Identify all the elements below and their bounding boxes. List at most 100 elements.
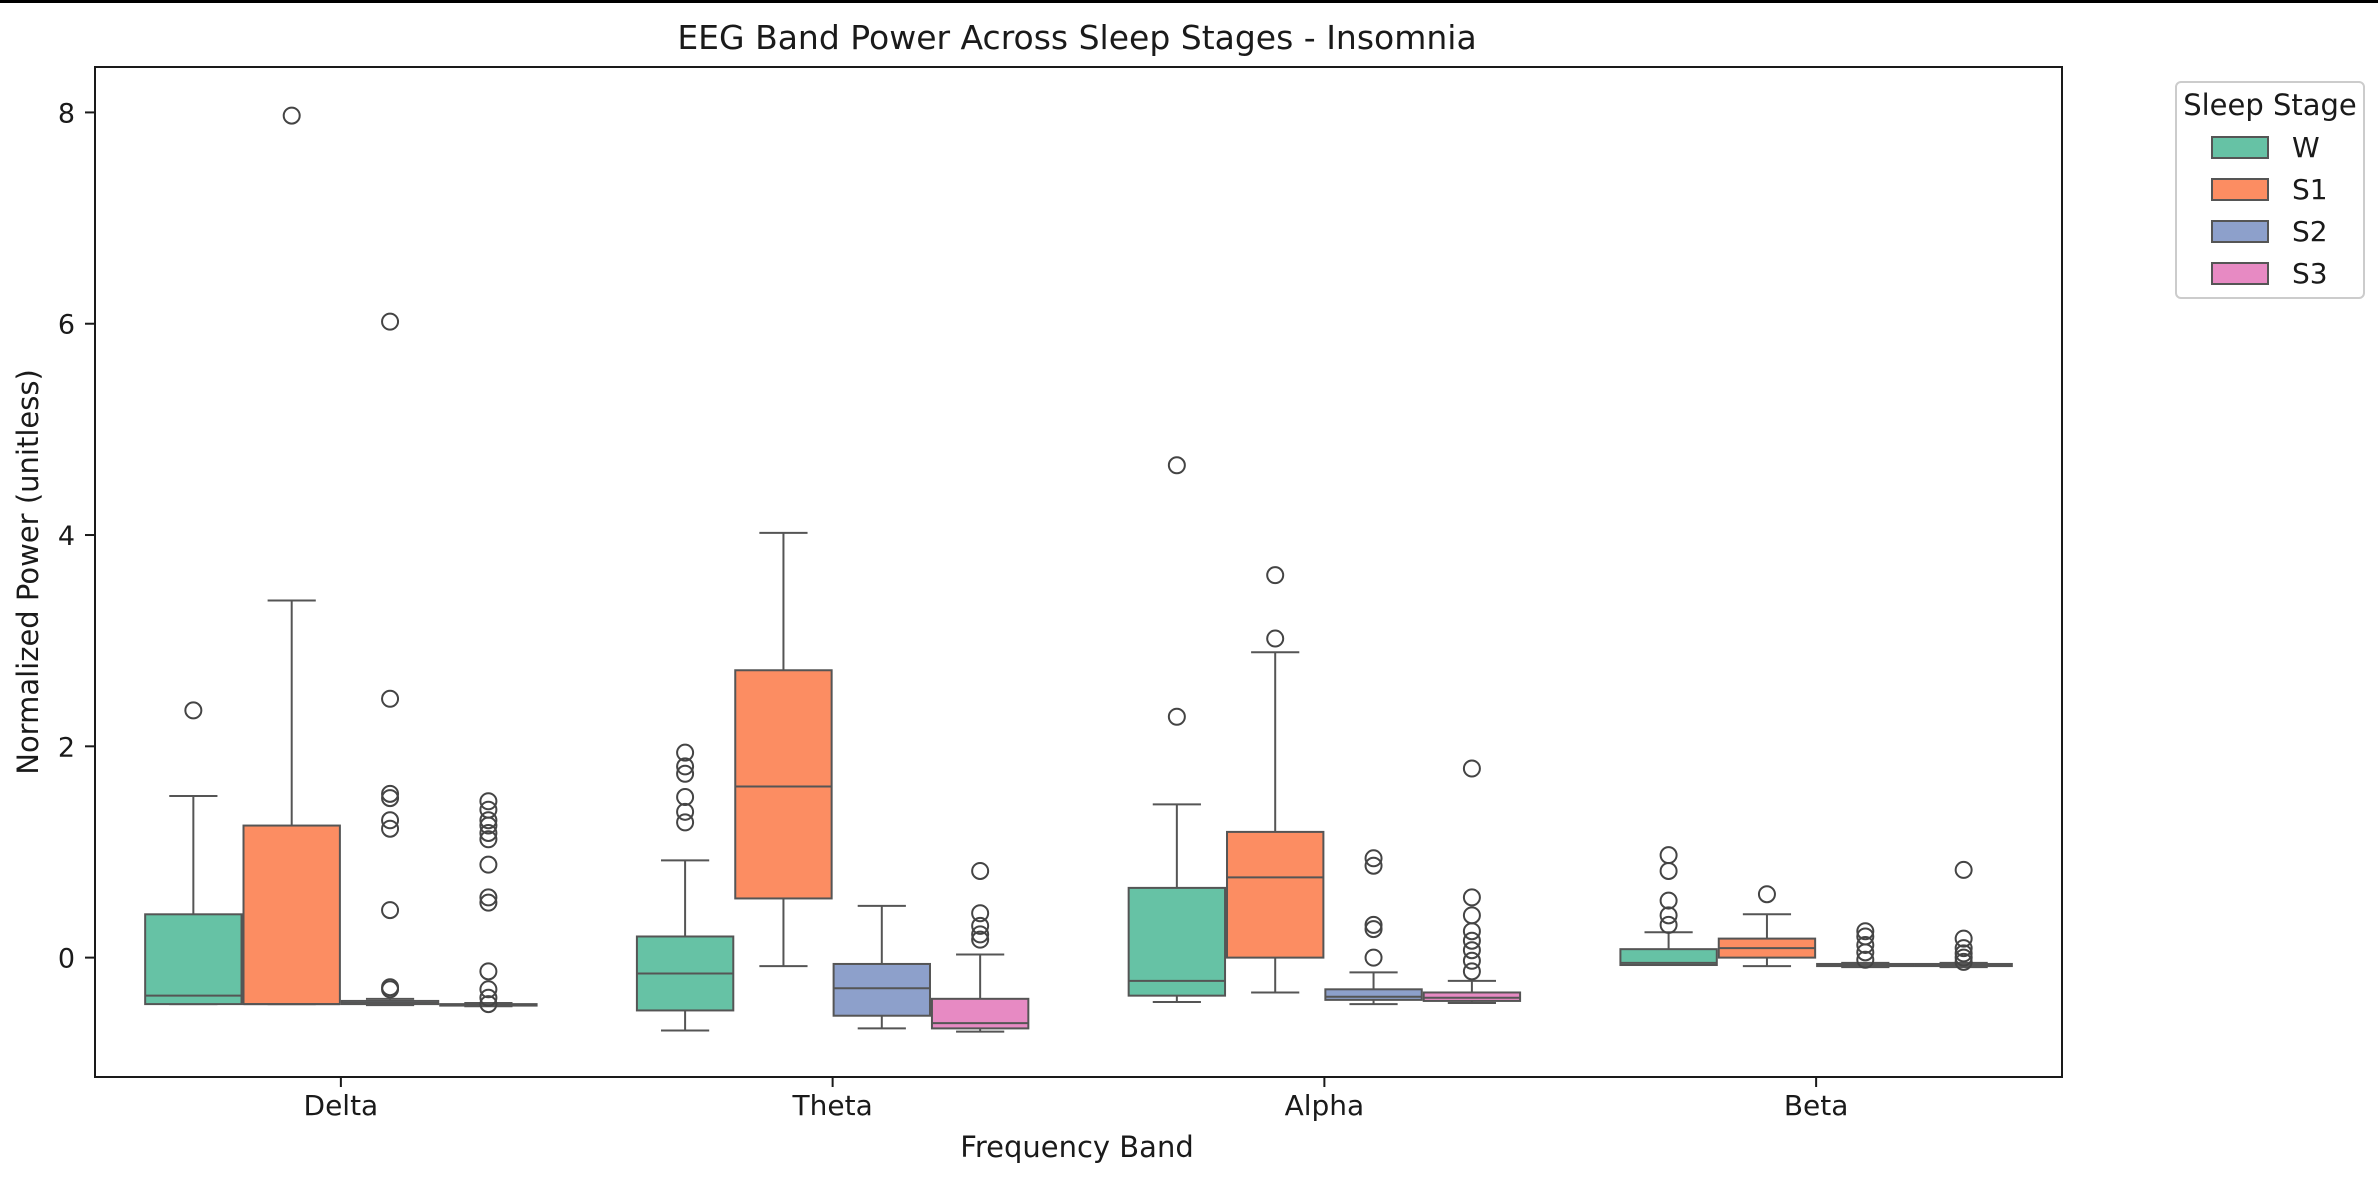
y-tick-label: 0 <box>58 944 75 975</box>
x-axis-ticks: Delta Theta Alpha Beta <box>304 1077 1849 1122</box>
outlier-point <box>1954 939 1973 958</box>
outlier-point <box>184 701 203 720</box>
x-tick-label-alpha: Alpha <box>1285 1089 1365 1122</box>
y-tick-label: 2 <box>58 732 75 763</box>
box-S3-beta <box>1914 860 2013 971</box>
window-top-border <box>0 0 2378 3</box>
legend-label: S1 <box>2292 173 2328 206</box>
outlier-point <box>1954 948 1973 967</box>
outlier-point <box>1659 846 1678 865</box>
x-tick-label-delta: Delta <box>304 1089 379 1122</box>
legend-title: Sleep Stage <box>2183 88 2357 122</box>
outlier-point <box>1266 566 1285 585</box>
box-S1-beta <box>1717 885 1817 968</box>
outlier-point <box>381 978 400 997</box>
series-S2 <box>340 312 1915 1030</box>
box-body <box>1226 830 1325 959</box>
box-S3-alpha <box>1422 759 1522 1005</box>
outlier-point <box>479 792 498 811</box>
outlier-point <box>479 830 498 849</box>
outlier-point <box>1266 629 1285 648</box>
outlier-point <box>381 819 400 838</box>
box-W-theta <box>635 743 735 1032</box>
outlier-point <box>1167 707 1186 726</box>
box-W-delta <box>144 701 243 1006</box>
legend-label: S2 <box>2292 215 2328 248</box>
outlier-point <box>1462 931 1481 950</box>
outlier-point <box>479 988 498 1007</box>
outlier-point <box>1856 922 1875 941</box>
outlier-point <box>479 823 498 842</box>
legend-item-S3: S3 <box>2211 257 2328 290</box>
y-axis-label: Normalized Power (unitless) <box>11 369 45 775</box>
outlier-point <box>971 925 990 944</box>
y-tick-label: 6 <box>58 310 75 341</box>
outlier-point <box>381 689 400 708</box>
box-body <box>144 913 243 1006</box>
outlier-point <box>676 743 695 762</box>
outlier-point <box>1462 759 1481 778</box>
box-S1-alpha <box>1226 566 1325 994</box>
outlier-point <box>1659 891 1678 910</box>
chart-title: EEG Band Power Across Sleep Stages - Ins… <box>677 18 1476 57</box>
box-body <box>1422 991 1522 1002</box>
outlier-point <box>381 789 400 808</box>
outlier-point <box>971 861 990 880</box>
box-body <box>734 669 833 900</box>
box-body <box>242 824 341 1006</box>
outlier-point <box>1954 860 1973 879</box>
outlier-point <box>971 904 990 923</box>
outlier-point <box>1856 927 1875 946</box>
outlier-point <box>1364 856 1383 875</box>
legend-swatch <box>2211 220 2269 243</box>
series-W <box>144 456 1718 1032</box>
legend-swatch <box>2211 262 2269 285</box>
legend-item-S2: S2 <box>2211 215 2328 248</box>
box-S3-theta <box>930 861 1030 1033</box>
outlier-point <box>1364 948 1383 967</box>
box-S2-alpha <box>1324 849 1423 1006</box>
legend-swatch <box>2211 178 2269 201</box>
series-S1 <box>242 106 1817 1006</box>
outlier-point <box>676 764 695 783</box>
outlier-point <box>1462 951 1481 970</box>
box-S1-delta <box>242 106 341 1006</box>
outlier-point <box>1364 915 1383 934</box>
legend-item-S1: S1 <box>2211 173 2328 206</box>
box-W-alpha <box>1127 456 1227 1003</box>
outlier-point <box>1462 906 1481 925</box>
x-tick-label-beta: Beta <box>1784 1089 1849 1122</box>
outlier-point <box>1954 944 1973 963</box>
outlier-point <box>1462 941 1481 960</box>
outlier-point <box>1364 920 1383 939</box>
outlier-point <box>676 757 695 776</box>
outlier-point <box>381 312 400 331</box>
box-S2-theta <box>832 904 931 1030</box>
outlier-point <box>1167 456 1186 475</box>
outlier-point <box>676 802 695 821</box>
outlier-point <box>381 901 400 920</box>
outlier-point <box>479 995 498 1014</box>
outlier-point <box>479 962 498 981</box>
outlier-point <box>1954 952 1973 971</box>
box-S2-beta <box>1816 922 1915 969</box>
outlier-point <box>1659 915 1678 934</box>
legend-label: S3 <box>2292 257 2328 290</box>
box-S1-theta <box>734 531 833 968</box>
box-S2-delta <box>340 312 440 1007</box>
outlier-point <box>1954 929 1973 948</box>
outlier-point <box>676 813 695 832</box>
x-axis-label: Frequency Band <box>960 1130 1194 1164</box>
outlier-point <box>479 980 498 999</box>
outlier-point <box>1462 922 1481 941</box>
box-body <box>1127 886 1227 997</box>
outlier-point <box>1364 849 1383 868</box>
outlier-point <box>1856 935 1875 954</box>
box-S3-delta <box>439 792 538 1014</box>
outlier-point <box>1659 906 1678 925</box>
outlier-point <box>1856 950 1875 969</box>
outlier-point <box>479 893 498 912</box>
outlier-point <box>1462 888 1481 907</box>
legend-item-W: W <box>2211 131 2320 164</box>
